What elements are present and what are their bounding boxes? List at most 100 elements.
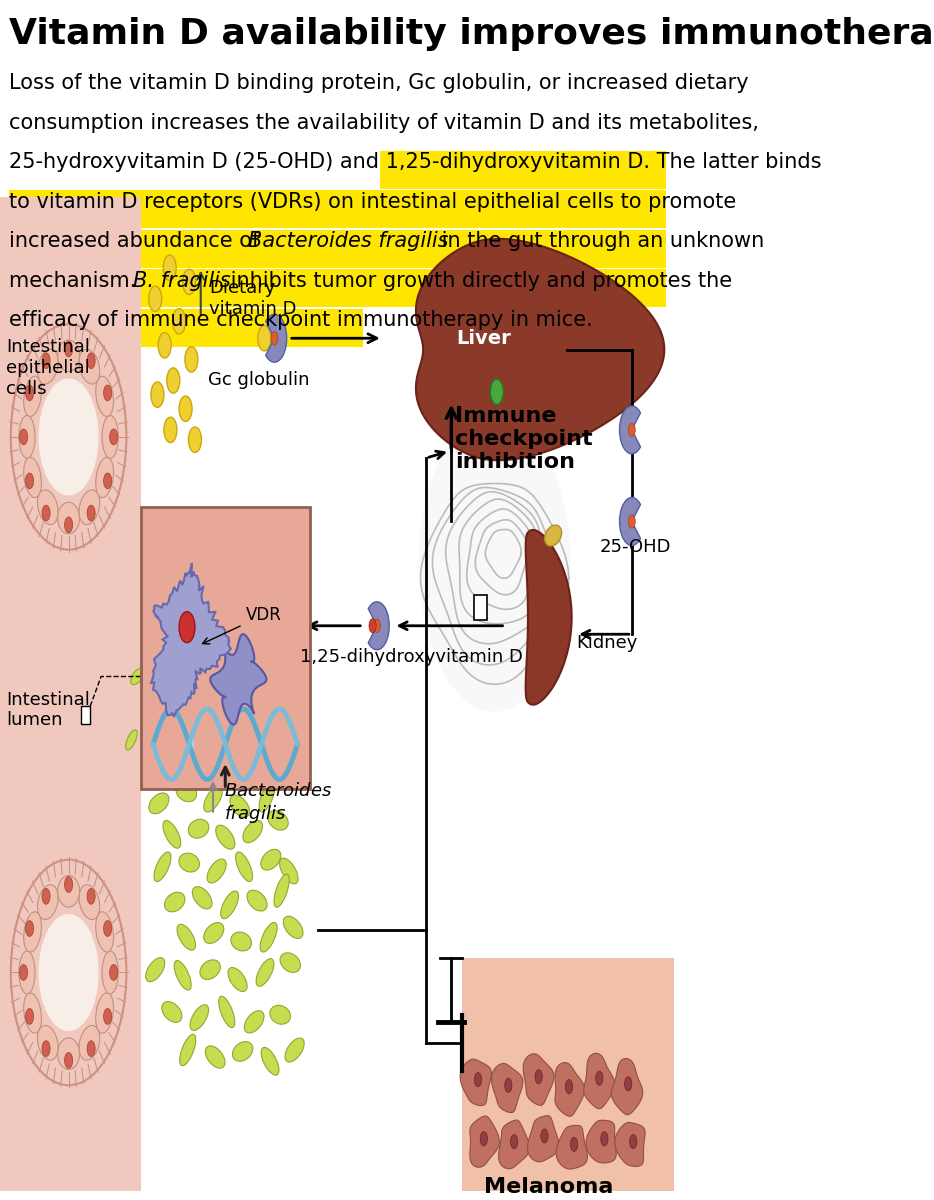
Ellipse shape <box>23 457 41 498</box>
Circle shape <box>42 353 50 368</box>
Ellipse shape <box>207 859 226 883</box>
Circle shape <box>42 888 50 905</box>
Circle shape <box>480 1132 488 1146</box>
Bar <box>81 706 91 725</box>
Text: 25-hydroxyvitamin D (25-OHD) and 1,25-dihydroxyvitamin D. The latter binds: 25-hydroxyvitamin D (25-OHD) and 1,25-di… <box>8 152 821 173</box>
Circle shape <box>490 379 503 404</box>
Circle shape <box>474 1073 482 1087</box>
Ellipse shape <box>247 890 267 911</box>
Ellipse shape <box>200 960 220 979</box>
Ellipse shape <box>79 490 100 524</box>
Ellipse shape <box>283 917 303 938</box>
Text: Liver: Liver <box>457 329 511 348</box>
Text: increased abundance of: increased abundance of <box>8 232 265 251</box>
Text: 1,25-dihydroxyvitamin D: 1,25-dihydroxyvitamin D <box>300 648 522 666</box>
Text: to vitamin D receptors (VDRs) on intestinal epithelial cells to promote: to vitamin D receptors (VDRs) on intesti… <box>8 192 736 211</box>
Ellipse shape <box>131 668 144 685</box>
Circle shape <box>64 1052 73 1068</box>
Text: Dietary
vitamin D: Dietary vitamin D <box>209 280 297 318</box>
Text: Intestinal
lumen: Intestinal lumen <box>6 691 90 730</box>
Circle shape <box>158 332 171 358</box>
Ellipse shape <box>262 1048 279 1075</box>
Ellipse shape <box>179 853 200 872</box>
Circle shape <box>11 859 126 1085</box>
Text: Intestinal
epithelial
cells: Intestinal epithelial cells <box>6 338 90 398</box>
Bar <box>8 229 666 268</box>
Ellipse shape <box>189 820 209 838</box>
Ellipse shape <box>95 457 114 498</box>
Ellipse shape <box>256 959 274 986</box>
Ellipse shape <box>149 793 169 814</box>
Text: efficacy of immune checkpoint immunotherapy in mice.: efficacy of immune checkpoint immunother… <box>8 310 592 330</box>
Circle shape <box>104 473 112 488</box>
Text: 25-OHD: 25-OHD <box>600 539 671 557</box>
Polygon shape <box>556 1126 587 1169</box>
Circle shape <box>149 286 162 312</box>
Ellipse shape <box>175 960 191 990</box>
Circle shape <box>565 1080 573 1093</box>
Circle shape <box>571 1138 577 1152</box>
Ellipse shape <box>145 701 159 714</box>
Ellipse shape <box>204 786 222 812</box>
Circle shape <box>42 1040 50 1056</box>
Ellipse shape <box>205 1046 225 1068</box>
Ellipse shape <box>23 912 41 952</box>
Ellipse shape <box>268 810 289 830</box>
Ellipse shape <box>126 730 137 750</box>
Ellipse shape <box>233 1042 253 1061</box>
Circle shape <box>104 920 112 936</box>
Circle shape <box>189 427 202 452</box>
Circle shape <box>25 1008 34 1025</box>
Ellipse shape <box>37 349 58 384</box>
Ellipse shape <box>95 376 114 416</box>
Ellipse shape <box>235 852 252 882</box>
Circle shape <box>87 888 95 905</box>
Circle shape <box>163 256 177 281</box>
Ellipse shape <box>164 893 185 912</box>
Circle shape <box>629 515 635 528</box>
Circle shape <box>104 1008 112 1025</box>
Ellipse shape <box>19 952 35 994</box>
Ellipse shape <box>228 967 248 991</box>
Ellipse shape <box>102 415 119 458</box>
Ellipse shape <box>58 876 79 907</box>
Polygon shape <box>470 1116 500 1168</box>
Ellipse shape <box>146 958 164 982</box>
Circle shape <box>173 308 186 334</box>
Circle shape <box>511 1134 517 1148</box>
Ellipse shape <box>204 923 224 943</box>
Ellipse shape <box>102 952 119 994</box>
Ellipse shape <box>177 924 195 950</box>
Circle shape <box>64 341 73 356</box>
Ellipse shape <box>79 349 100 384</box>
Ellipse shape <box>261 923 277 952</box>
Circle shape <box>64 877 73 893</box>
Circle shape <box>87 1040 95 1056</box>
Circle shape <box>163 418 177 443</box>
Circle shape <box>38 914 99 1031</box>
Polygon shape <box>210 634 266 725</box>
Ellipse shape <box>245 1010 264 1033</box>
Circle shape <box>109 430 118 445</box>
Circle shape <box>374 619 380 632</box>
Text: inhibits tumor growth directly and promotes the: inhibits tumor growth directly and promo… <box>224 271 732 290</box>
Text: consumption increases the availability of vitamin D and its metabolites,: consumption increases the availability o… <box>8 113 758 133</box>
Circle shape <box>596 1072 603 1085</box>
Circle shape <box>87 505 95 521</box>
Polygon shape <box>612 1058 643 1115</box>
Text: $\it{Bacteroides}$
$\it{fragilis}$: $\it{Bacteroides}$ $\it{fragilis}$ <box>224 782 333 826</box>
Bar <box>380 151 666 188</box>
Ellipse shape <box>220 890 238 919</box>
Bar <box>0 197 141 1190</box>
Ellipse shape <box>192 887 212 908</box>
Circle shape <box>183 269 196 294</box>
Text: B. fragilis: B. fragilis <box>134 271 231 290</box>
Circle shape <box>42 505 50 521</box>
Ellipse shape <box>274 874 290 907</box>
Ellipse shape <box>176 782 196 802</box>
Ellipse shape <box>37 1026 58 1060</box>
Ellipse shape <box>230 796 249 817</box>
Polygon shape <box>499 1120 530 1169</box>
Circle shape <box>11 324 126 550</box>
Circle shape <box>25 385 34 401</box>
